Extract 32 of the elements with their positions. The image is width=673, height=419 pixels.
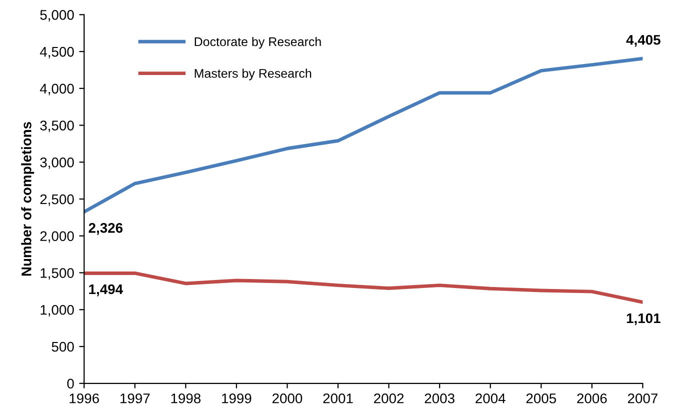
x-tick-label: 2005 (526, 393, 556, 404)
x-tick-label: 2002 (374, 393, 404, 404)
x-tick-label: 2003 (424, 393, 454, 404)
x-tick-label: 1997 (120, 393, 150, 404)
legend-label: Masters by Research (194, 68, 312, 80)
data-label: 1,101 (626, 313, 660, 326)
y-tick-label: 4,000 (40, 84, 74, 96)
y-tick-label: 4,500 (40, 46, 74, 58)
y-tick-label: 5,000 (40, 10, 74, 22)
x-tick-label: 2001 (323, 393, 353, 404)
x-tick-label: 1999 (222, 393, 252, 404)
x-tick-label: 2007 (628, 393, 658, 404)
y-tick-label: 0 (67, 378, 74, 389)
y-tick-label: 3,500 (40, 120, 74, 132)
y-tick-label: 2,500 (40, 194, 74, 206)
data-label: 1,494 (89, 284, 123, 296)
line-series (84, 271, 643, 304)
y-axis-title: Number of completions (21, 122, 34, 276)
y-tick-label: 3,000 (40, 157, 74, 169)
data-label: 2,326 (88, 222, 123, 235)
x-tick-label: 2004 (476, 393, 506, 404)
data-label: 4,405 (626, 34, 660, 47)
y-tick-label: 2,000 (40, 231, 74, 243)
y-tick-label: 1,000 (40, 304, 74, 316)
legend-label: Doctorate by Research (194, 36, 321, 49)
line-series (84, 56, 643, 214)
x-tick-label: 2006 (577, 393, 607, 404)
y-tick-label: 1,500 (40, 268, 74, 280)
x-tick-label: 1996 (70, 393, 99, 404)
x-tick-label: 1998 (171, 393, 201, 404)
y-tick-label: 500 (52, 342, 74, 352)
x-tick-label: 2000 (272, 393, 302, 404)
